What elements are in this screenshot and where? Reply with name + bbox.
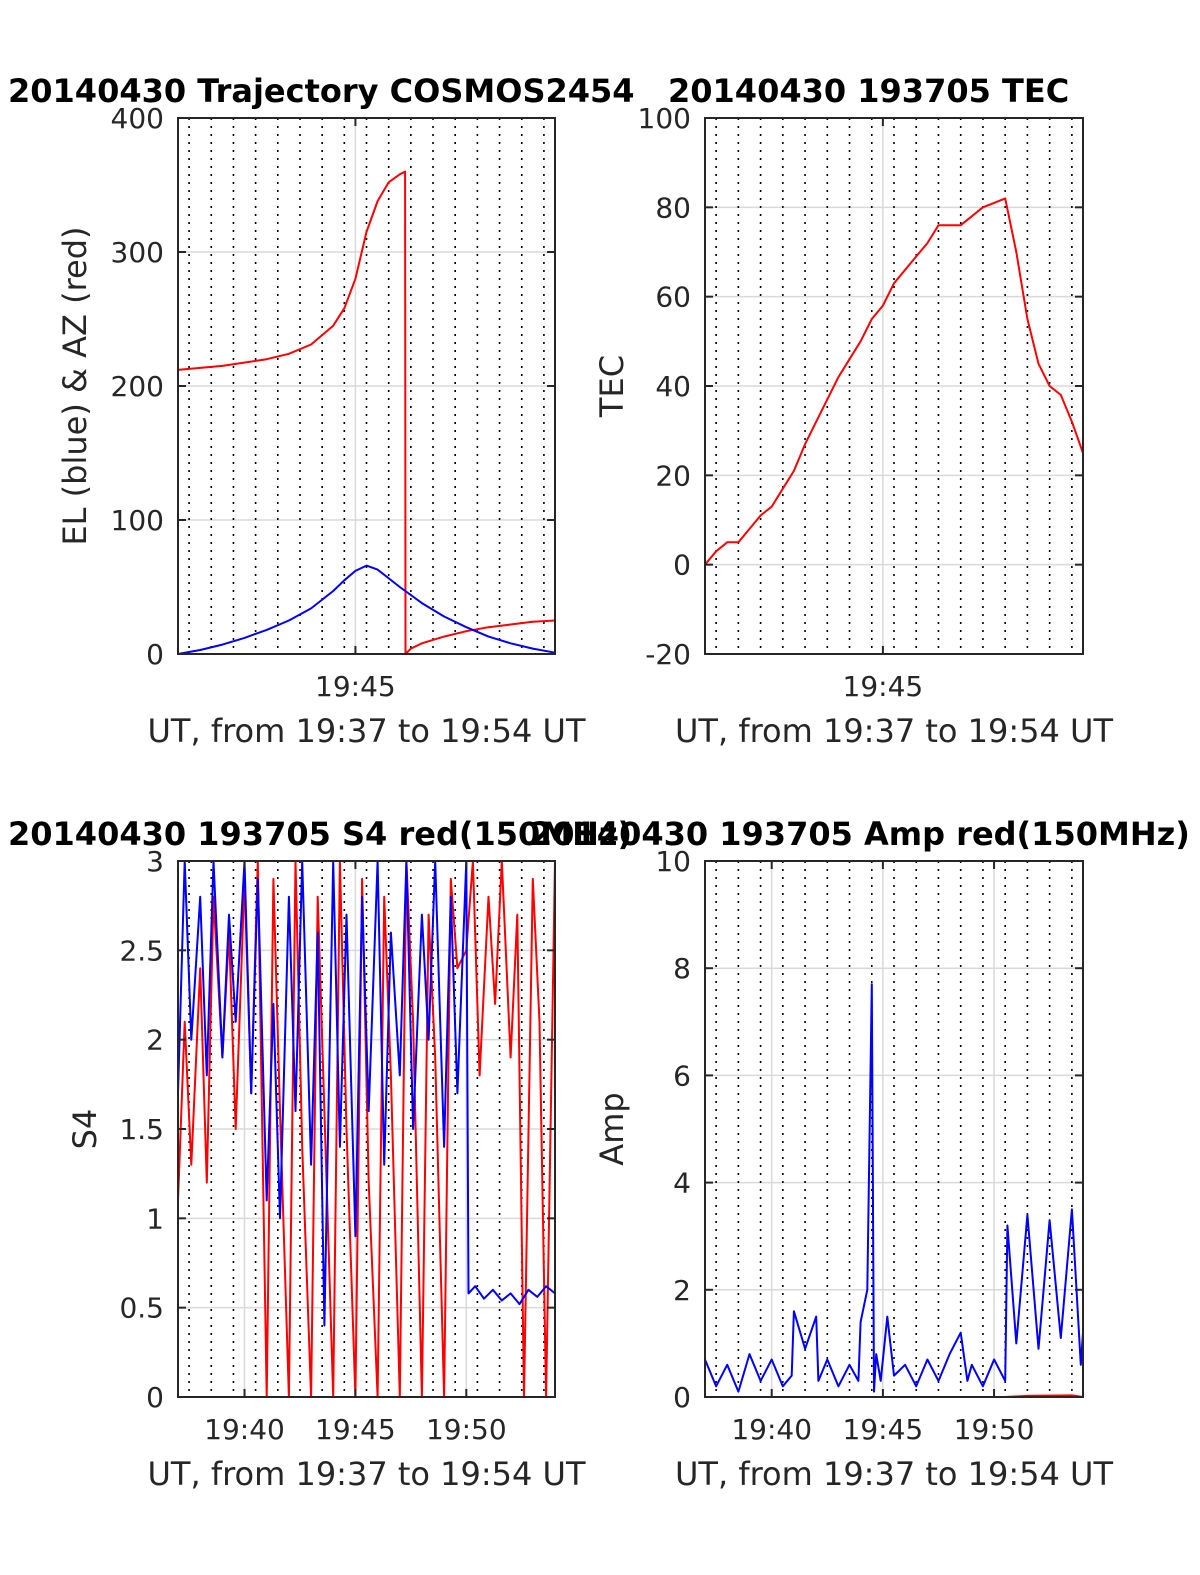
y-tick-label: -20: [645, 638, 691, 671]
y-tick-label: 1.5: [119, 1113, 164, 1146]
x-tick-label: 19:45: [315, 1413, 396, 1446]
x-tick-label: 19:45: [843, 670, 924, 703]
chart-panel-4: 0 2 4 6 8 10 19:40 19:45 19:50 UT, from 19:37 to …: [530, 815, 1190, 1493]
y-tick-label: 4: [673, 1167, 691, 1200]
y-tick-label: 2: [673, 1274, 691, 1307]
y-tick-label: 300: [111, 236, 164, 269]
x-tick-label: 19:45: [315, 670, 396, 703]
y-tick-label: 100: [111, 504, 164, 537]
y-tick-label: 0: [146, 1381, 164, 1414]
x-tick-label: 19:50: [426, 1413, 507, 1446]
y-tick-label: 0: [673, 1381, 691, 1414]
y-tick-label: 6: [673, 1059, 691, 1092]
x-tick-label: 19:50: [954, 1413, 1035, 1446]
y-tick-label: 0: [146, 638, 164, 671]
x-axis-label: UT, from 19:37 to 19:54 UT: [675, 712, 1113, 750]
y-tick-label: 8: [673, 952, 691, 985]
series-line-blue: [177, 564, 556, 655]
y-axis-label: EL (blue) & AZ (red): [56, 226, 94, 545]
y-tick-label: 60: [655, 281, 691, 314]
y-tick-label: 100: [638, 102, 691, 135]
y-axis-label: TEC: [593, 355, 631, 418]
chart-title: 20140430 193705 TEC: [668, 72, 1069, 110]
series-line-blue: [704, 983, 1084, 1393]
x-axis-label: UT, from 19:37 to 19:54 UT: [148, 712, 586, 750]
y-axis-label: Amp: [593, 1092, 631, 1165]
y-tick-label: 20: [655, 459, 691, 492]
chart-panel-3: 0 0.5 1 1.5 2 2.5 3 19:40 19:45 19:50 UT, from 19:…: [8, 815, 632, 1493]
x-tick-label: 19:45: [843, 1413, 924, 1446]
y-tick-label: 1: [146, 1202, 164, 1235]
chart-panel-1: 0 100 200 300 400 19:45 UT, from 19:37 to 19:5…: [8, 72, 635, 750]
x-tick-label: 19:40: [204, 1413, 285, 1446]
chart-panel-2: -20 0 20 40 60 80 100 19:45 UT, from 19:37 to 19…: [593, 72, 1113, 750]
y-tick-label: 200: [111, 370, 164, 403]
y-tick-label: 10: [655, 845, 691, 878]
y-tick-label: 2.5: [119, 934, 164, 967]
chart-title: 20140430 Trajectory COSMOS2454: [8, 72, 635, 110]
y-tick-label: 400: [111, 102, 164, 135]
y-axis-label: S4: [66, 1109, 104, 1150]
y-tick-label: 2: [146, 1024, 164, 1057]
series-line-red: [704, 197, 1084, 566]
series-line-red: [177, 170, 556, 655]
x-tick-label: 19:40: [731, 1413, 812, 1446]
series-line-blue: [177, 860, 556, 1327]
chart-title: 20140430 193705 S4 red(150MHz): [8, 815, 632, 853]
x-axis-label: UT, from 19:37 to 19:54 UT: [148, 1455, 586, 1493]
y-tick-label: 80: [655, 191, 691, 224]
x-axis-label: UT, from 19:37 to 19:54 UT: [675, 1455, 1113, 1493]
y-tick-label: 40: [655, 370, 691, 403]
axes-box: [704, 860, 1084, 1398]
y-tick-label: 0: [673, 549, 691, 582]
y-tick-label: 0.5: [119, 1292, 164, 1325]
y-tick-label: 3: [146, 845, 164, 878]
chart-title: 20140430 193705 Amp red(150MHz): [530, 815, 1190, 853]
